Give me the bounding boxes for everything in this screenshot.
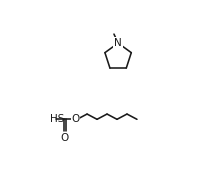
Text: HS: HS bbox=[50, 114, 65, 124]
Text: N: N bbox=[114, 38, 122, 48]
Text: O: O bbox=[71, 114, 79, 124]
Text: O: O bbox=[61, 133, 69, 143]
